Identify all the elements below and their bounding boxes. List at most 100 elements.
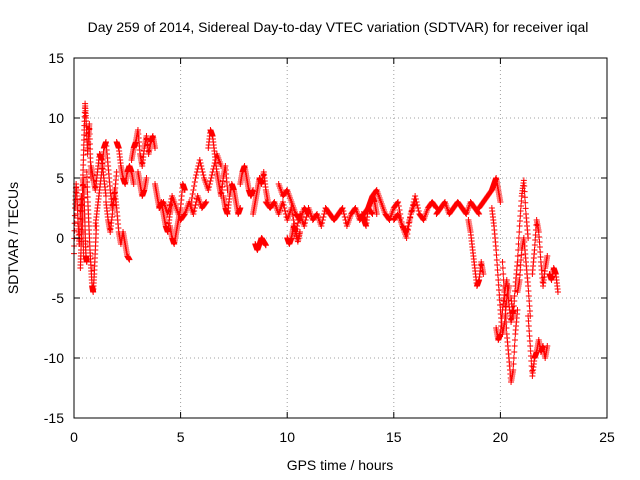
data-point (396, 207, 403, 213)
data-point (319, 220, 326, 226)
data-point (296, 229, 303, 235)
data-point (200, 172, 207, 178)
data-point (319, 217, 326, 223)
data-point (497, 199, 504, 205)
y-tick-label: -15 (44, 410, 64, 426)
data-point (501, 289, 508, 295)
data-point (500, 283, 507, 289)
data-point (191, 208, 198, 214)
x-tick-label: 0 (70, 429, 78, 445)
data-point (181, 187, 188, 193)
data-point (500, 271, 507, 277)
data-point (415, 208, 422, 214)
data-point (113, 169, 120, 175)
data-point (503, 325, 510, 331)
data-point (188, 199, 195, 205)
data-point (202, 200, 209, 206)
data-point (340, 208, 347, 214)
x-axis-label: GPS time / hours (287, 457, 394, 473)
data-point (499, 259, 506, 265)
data-point (514, 253, 521, 259)
data-point (521, 194, 528, 201)
data-point (413, 199, 420, 205)
data-point (394, 200, 401, 206)
data-point (301, 223, 308, 229)
x-tick-label: 10 (279, 429, 295, 445)
data-point (237, 205, 244, 211)
data-point (196, 157, 203, 163)
data-point (405, 227, 412, 233)
data-point (320, 214, 327, 220)
data-point (412, 193, 419, 199)
data-point (514, 259, 521, 265)
data-point (318, 223, 325, 229)
data-point (500, 277, 507, 283)
data-point (71, 220, 78, 227)
y-axis-label: SDTVAR / TECUs (5, 182, 21, 294)
data-point (405, 223, 412, 229)
data-point (502, 307, 509, 313)
data-point (403, 235, 410, 241)
data-point (544, 253, 551, 259)
y-tick-label: 15 (48, 50, 64, 66)
data-point (409, 205, 416, 211)
data-point (341, 214, 348, 220)
data-point (302, 217, 309, 223)
data-point (544, 343, 551, 349)
data-point (432, 204, 439, 210)
data-point (406, 219, 413, 225)
data-point (368, 210, 375, 216)
data-point (475, 210, 482, 216)
data-point (511, 343, 518, 349)
data-point (502, 301, 509, 307)
data-point (341, 211, 348, 217)
data-point (191, 183, 198, 189)
data-point (71, 227, 78, 234)
data-point (511, 349, 518, 355)
data-point (281, 205, 288, 211)
data-point (304, 210, 311, 216)
x-tick-label: 15 (386, 429, 402, 445)
data-point (188, 195, 195, 201)
data-point (280, 202, 287, 208)
data-point (521, 188, 528, 195)
data-point (192, 175, 199, 181)
data-point (522, 199, 529, 206)
data-point (414, 205, 421, 211)
data-point (190, 211, 197, 217)
data-point (262, 242, 269, 249)
data-point (166, 205, 173, 211)
data-point (501, 295, 508, 301)
data-point (412, 196, 419, 202)
y-tick-label: 5 (56, 170, 64, 186)
data-point (208, 172, 215, 178)
data-point (404, 231, 411, 237)
data-point (164, 211, 171, 217)
data-point (206, 181, 213, 187)
data-point (516, 229, 523, 235)
data-point (126, 256, 133, 263)
y-axis-tick-labels: -15 -10 -5 0 5 10 15 (44, 50, 64, 426)
data-point (503, 319, 510, 325)
data-point (480, 271, 487, 277)
data-point (181, 212, 188, 218)
axis-ticks (73, 57, 608, 419)
data-point (476, 211, 483, 217)
data-point (554, 289, 561, 295)
data-point (130, 181, 137, 187)
data-point (373, 211, 380, 217)
data-point (520, 177, 527, 184)
data-point (499, 265, 506, 271)
grid-lines (74, 58, 607, 418)
data-point (165, 208, 172, 214)
data-point (206, 184, 213, 190)
data-point (301, 220, 308, 226)
data-point (395, 199, 402, 205)
data-point (510, 361, 517, 367)
data-point (208, 175, 215, 181)
y-tick-label: 10 (48, 110, 64, 126)
data-point (511, 337, 518, 343)
data-point (414, 202, 421, 208)
y-tick-label: -5 (52, 290, 65, 306)
